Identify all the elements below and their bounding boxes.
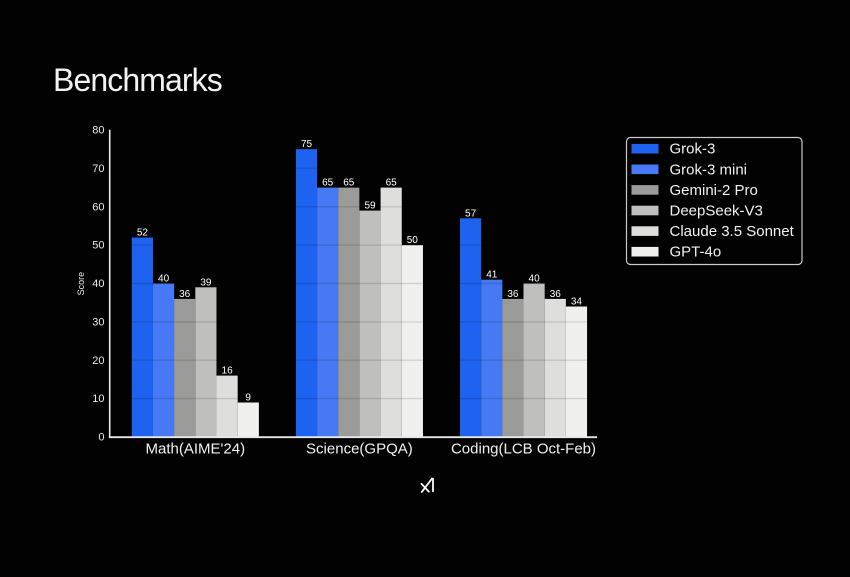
svg-text:60: 60: [92, 201, 104, 213]
svg-text:10: 10: [92, 393, 104, 405]
svg-text:GPT-4o: GPT-4o: [670, 244, 722, 261]
svg-text:57: 57: [465, 208, 477, 219]
svg-text:41: 41: [486, 270, 498, 281]
svg-text:Claude 3.5 Sonnet: Claude 3.5 Sonnet: [670, 223, 795, 240]
svg-text:65: 65: [386, 178, 398, 189]
svg-text:Coding(LCB Oct-Feb): Coding(LCB Oct-Feb): [451, 441, 596, 458]
svg-text:20: 20: [92, 355, 104, 367]
svg-text:40: 40: [158, 274, 170, 285]
svg-text:0: 0: [98, 432, 104, 444]
svg-text:Science(GPQA): Science(GPQA): [306, 441, 413, 458]
svg-text:16: 16: [222, 366, 234, 377]
svg-text:50: 50: [92, 240, 104, 252]
svg-text:40: 40: [92, 278, 104, 290]
svg-text:36: 36: [507, 289, 519, 300]
svg-text:52: 52: [137, 228, 149, 239]
svg-text:Score: Score: [76, 272, 86, 296]
svg-text:50: 50: [407, 235, 419, 246]
svg-text:59: 59: [364, 201, 376, 212]
svg-text:36: 36: [550, 289, 562, 300]
svg-text:DeepSeek-V3: DeepSeek-V3: [670, 203, 763, 220]
svg-text:Grok-3: Grok-3: [670, 141, 716, 158]
svg-text:36: 36: [179, 289, 191, 300]
svg-text:Benchmarks: Benchmarks: [53, 62, 222, 98]
svg-text:65: 65: [322, 178, 334, 189]
svg-text:30: 30: [92, 317, 104, 329]
svg-text:34: 34: [571, 297, 583, 308]
svg-text:39: 39: [200, 277, 212, 288]
svg-text:9: 9: [245, 393, 251, 404]
svg-text:Math(AIME'24): Math(AIME'24): [146, 441, 246, 458]
svg-text:40: 40: [529, 274, 541, 285]
svg-text:65: 65: [343, 178, 355, 189]
svg-text:70: 70: [92, 163, 104, 175]
svg-text:80: 80: [92, 125, 104, 137]
svg-text:75: 75: [301, 139, 313, 150]
svg-text:Gemini-2 Pro: Gemini-2 Pro: [670, 182, 758, 199]
svg-text:Grok-3 mini: Grok-3 mini: [670, 161, 748, 178]
